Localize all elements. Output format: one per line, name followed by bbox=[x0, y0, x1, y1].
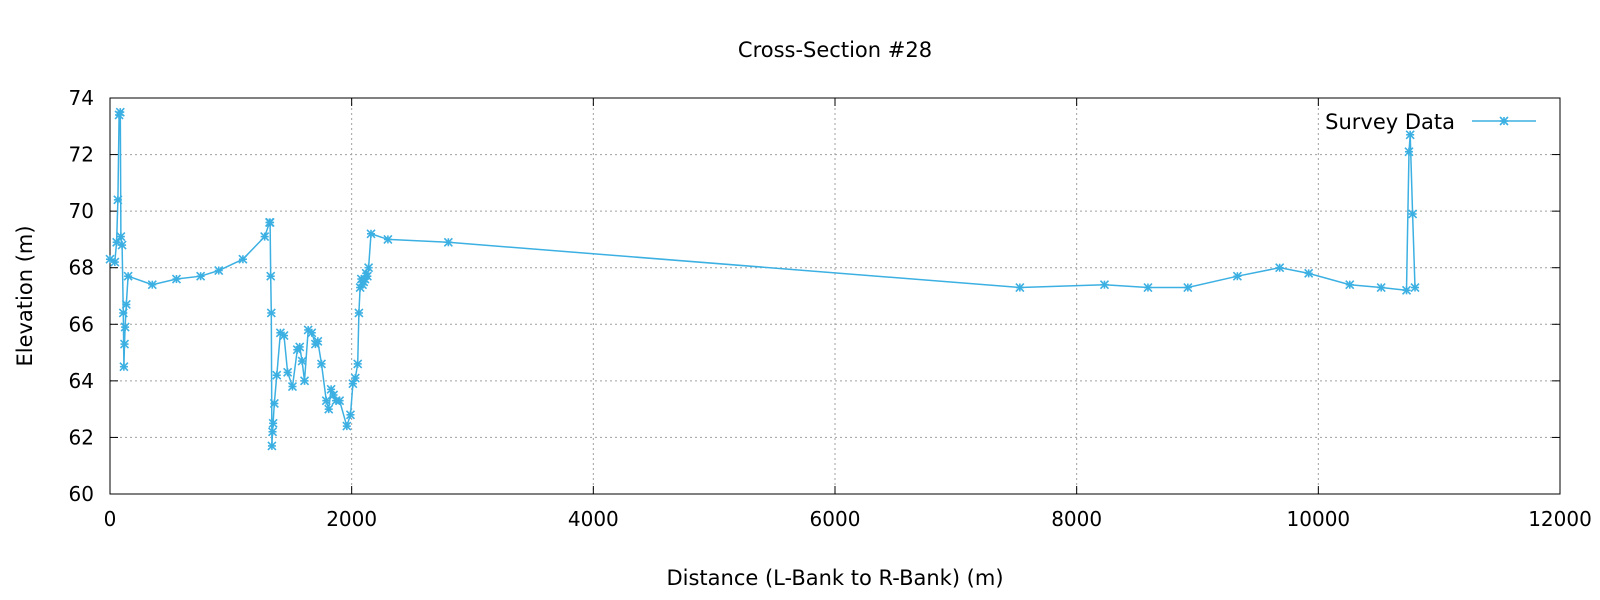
data-point bbox=[115, 107, 125, 117]
data-point bbox=[196, 271, 206, 281]
data-point bbox=[1232, 271, 1242, 281]
data-point bbox=[313, 336, 323, 346]
data-point bbox=[321, 396, 331, 406]
data-point bbox=[324, 404, 334, 414]
series-line bbox=[109, 111, 1416, 446]
y-axis-label: Elevation (m) bbox=[13, 225, 37, 366]
data-point bbox=[307, 328, 317, 338]
data-point bbox=[443, 237, 453, 247]
data-point bbox=[283, 367, 293, 377]
x-tick-label: 4000 bbox=[568, 507, 619, 531]
x-tick-label: 12000 bbox=[1528, 507, 1592, 531]
x-tick-label: 8000 bbox=[1051, 507, 1102, 531]
data-point bbox=[267, 441, 277, 451]
y-tick-label: 68 bbox=[69, 256, 94, 280]
data-point bbox=[171, 274, 182, 284]
legend-marker bbox=[1499, 116, 1509, 126]
data-point bbox=[335, 396, 345, 406]
data-point bbox=[266, 271, 276, 281]
grid-lines bbox=[110, 98, 1560, 494]
y-tick-label: 66 bbox=[69, 312, 94, 336]
axis-ticks: 0 2000 4000 6000 8000 10000 12000 60 62 64 66 68 70 7… bbox=[69, 86, 1592, 531]
data-point bbox=[214, 265, 224, 276]
data-point bbox=[110, 257, 120, 267]
data-point bbox=[353, 359, 363, 369]
x-tick-label: 6000 bbox=[810, 507, 861, 531]
data-point bbox=[1404, 147, 1414, 157]
data-point bbox=[297, 356, 307, 366]
data-point bbox=[267, 427, 278, 437]
data-point bbox=[287, 381, 298, 392]
y-tick-label: 74 bbox=[69, 86, 94, 110]
data-point bbox=[1275, 263, 1285, 273]
y-tick-label: 60 bbox=[69, 482, 94, 506]
y-tick-label: 72 bbox=[69, 143, 94, 167]
data-point bbox=[1376, 282, 1386, 293]
data-point bbox=[272, 370, 282, 380]
data-point bbox=[279, 331, 289, 341]
data-point bbox=[350, 373, 360, 383]
chart-title: Cross-Section #28 bbox=[738, 38, 932, 62]
data-point bbox=[121, 299, 131, 310]
data-point bbox=[116, 232, 126, 242]
data-point bbox=[1408, 209, 1418, 219]
data-point bbox=[260, 232, 270, 242]
data-point bbox=[1345, 280, 1355, 290]
data-point bbox=[1304, 268, 1314, 278]
data-point bbox=[117, 240, 127, 250]
data-point bbox=[295, 342, 305, 352]
data-point bbox=[1401, 285, 1412, 295]
legend-label: Survey Data bbox=[1325, 110, 1455, 134]
data-point bbox=[119, 339, 130, 349]
data-point bbox=[147, 280, 157, 290]
x-axis-label: Distance (L-Bank to R-Bank) (m) bbox=[666, 566, 1003, 590]
series-survey-data bbox=[105, 107, 1420, 451]
data-point bbox=[1410, 282, 1420, 293]
legend: Survey Data bbox=[1325, 110, 1536, 134]
data-point bbox=[118, 308, 128, 318]
data-point bbox=[1183, 282, 1193, 293]
data-point bbox=[265, 217, 275, 228]
y-tick-label: 70 bbox=[69, 199, 94, 223]
data-point bbox=[316, 359, 327, 369]
legend-line-sample bbox=[1472, 116, 1536, 126]
data-point bbox=[269, 398, 279, 409]
data-point bbox=[366, 229, 376, 239]
data-point bbox=[362, 271, 372, 281]
data-point bbox=[268, 418, 278, 428]
x-tick-label: 0 bbox=[104, 507, 117, 531]
data-point bbox=[354, 308, 364, 318]
data-point bbox=[123, 271, 133, 281]
data-point bbox=[342, 421, 352, 431]
data-point bbox=[120, 322, 130, 332]
data-point bbox=[1099, 280, 1110, 290]
data-point bbox=[299, 376, 310, 386]
data-point bbox=[266, 308, 276, 318]
y-tick-label: 62 bbox=[69, 425, 94, 449]
x-tick-label: 10000 bbox=[1287, 507, 1351, 531]
data-point bbox=[383, 234, 393, 244]
data-point bbox=[238, 254, 248, 264]
data-point bbox=[364, 263, 374, 273]
y-tick-label: 64 bbox=[69, 369, 94, 393]
data-point bbox=[119, 362, 129, 372]
data-point bbox=[326, 384, 336, 394]
data-point bbox=[1015, 282, 1025, 293]
data-point bbox=[1143, 282, 1153, 293]
data-point bbox=[113, 195, 123, 205]
data-point bbox=[345, 410, 356, 420]
x-tick-label: 2000 bbox=[326, 507, 377, 531]
data-point bbox=[1405, 130, 1415, 140]
